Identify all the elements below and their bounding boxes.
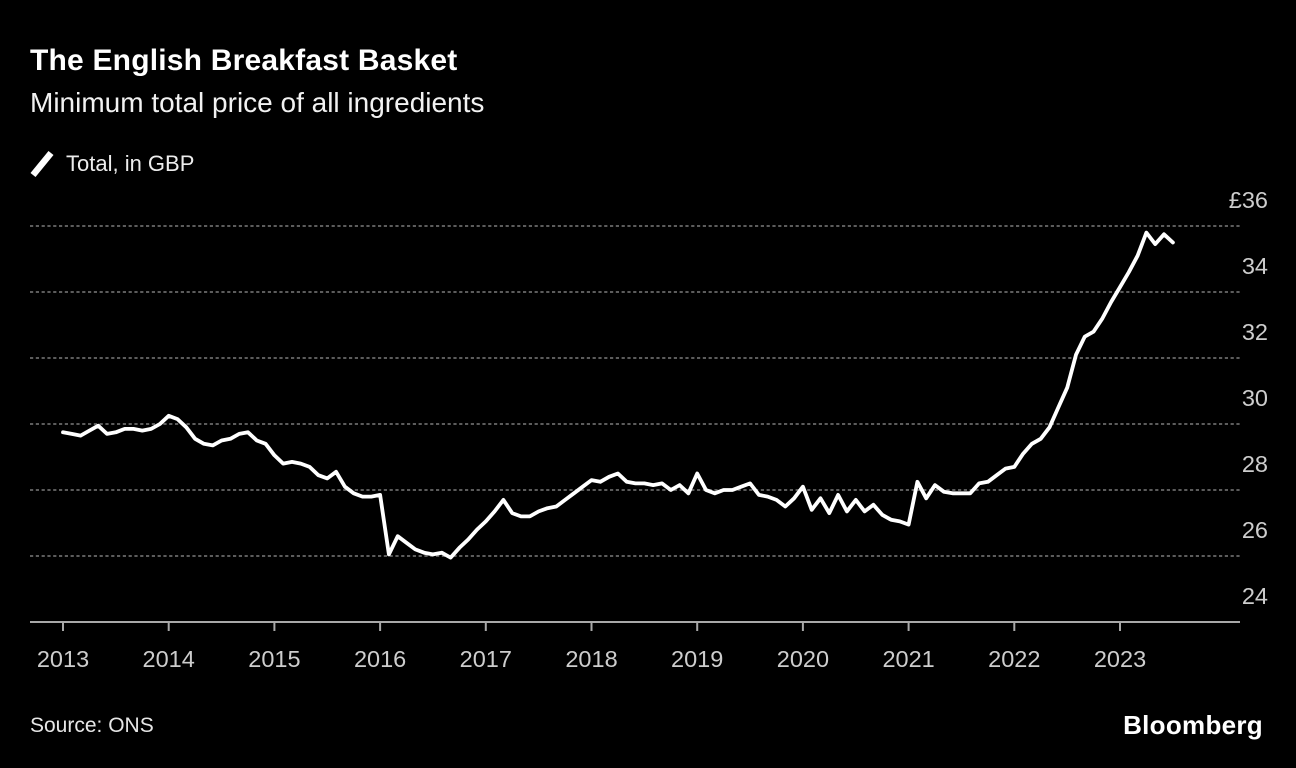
total-price-line <box>61 230 1175 560</box>
line-series-icon <box>30 150 54 178</box>
y-tick-label: 32 <box>1242 319 1268 345</box>
y-tick-label: £36 <box>1229 187 1268 213</box>
legend-label: Total, in GBP <box>66 151 195 176</box>
legend: Total, in GBP <box>30 150 194 178</box>
chart-title: The English Breakfast Basket <box>30 44 458 77</box>
y-tick-label: 30 <box>1242 385 1268 411</box>
source-note: Source: ONS <box>30 714 154 737</box>
y-tick-label: 24 <box>1242 583 1268 609</box>
gridlines <box>30 225 1240 557</box>
x-tick-label: 2021 <box>882 646 934 672</box>
x-tick-label: 2015 <box>248 646 300 672</box>
x-axis: 2013 2014 2015 2016 2017 2018 2019 2020 2021 2022… <box>30 621 1240 672</box>
x-tick-label: 2017 <box>460 646 512 672</box>
x-tick-label: 2018 <box>565 646 617 672</box>
y-tick-label: 28 <box>1242 451 1268 477</box>
y-tick-label: 26 <box>1242 517 1268 543</box>
chart-subtitle: Minimum total price of all ingredients <box>30 87 485 118</box>
x-tick-label: 2022 <box>988 646 1040 672</box>
x-tick-label: 2023 <box>1094 646 1146 672</box>
x-tick-label: 2020 <box>777 646 829 672</box>
x-tick-label: 2016 <box>354 646 406 672</box>
x-tick-label: 2014 <box>143 646 195 672</box>
y-axis-labels: £36 34 32 30 28 26 24 <box>1229 187 1268 609</box>
y-tick-label: 34 <box>1242 253 1268 279</box>
x-tick-label: 2013 <box>37 646 89 672</box>
bloomberg-logo: Bloomberg <box>1123 710 1263 740</box>
x-tick-label: 2019 <box>671 646 723 672</box>
